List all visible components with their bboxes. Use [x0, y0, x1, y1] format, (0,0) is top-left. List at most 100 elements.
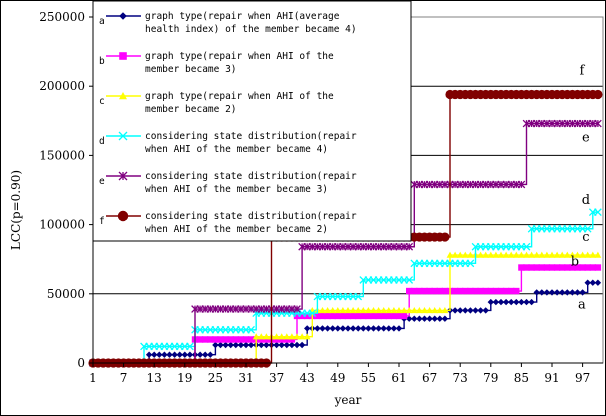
data-point-marker	[410, 307, 418, 314]
data-point-marker	[232, 341, 239, 349]
data-point-marker	[288, 336, 296, 343]
data-point-marker	[278, 336, 285, 343]
data-point-marker	[360, 312, 367, 320]
data-point-marker	[380, 325, 387, 332]
series-end-label: c	[582, 230, 589, 245]
data-point-marker	[477, 251, 484, 258]
x-tick-label: 97	[575, 371, 590, 385]
data-point-marker	[319, 325, 326, 332]
data-point-marker	[390, 325, 398, 332]
legend-item-b: b graph type(repair when AHI of the member…	[99, 51, 334, 75]
data-point-marker	[548, 264, 556, 271]
data-point-marker	[242, 341, 250, 349]
data-point-marker	[273, 336, 280, 343]
data-point-marker	[416, 315, 423, 322]
data-point-marker	[589, 279, 596, 286]
data-point-marker	[594, 119, 602, 128]
data-point-marker	[451, 287, 459, 295]
x-tick-label: 43	[300, 371, 315, 385]
data-point-marker	[119, 12, 127, 20]
data-point-marker	[329, 312, 336, 320]
legend-label: when AHI of the member became 3)	[145, 184, 328, 195]
data-point-marker	[502, 287, 510, 295]
data-point-marker	[523, 298, 530, 306]
data-point-marker	[247, 341, 255, 349]
data-point-marker	[569, 289, 576, 296]
data-point-marker	[564, 289, 571, 296]
data-point-marker	[528, 298, 535, 306]
data-point-marker	[411, 287, 418, 295]
data-point-marker	[339, 307, 347, 314]
legend-label: member became 3)	[145, 64, 237, 75]
data-point-marker	[298, 333, 306, 340]
data-point-marker	[431, 307, 439, 314]
data-point-marker	[462, 307, 469, 314]
data-point-marker	[440, 232, 450, 242]
y-tick-label: 250000	[39, 10, 85, 24]
data-point-marker	[395, 312, 403, 320]
data-point-marker	[375, 312, 382, 320]
data-point-marker	[497, 251, 505, 258]
data-point-marker	[482, 287, 489, 295]
data-point-marker	[416, 287, 423, 295]
data-point-marker	[365, 312, 372, 320]
x-tick-label: 19	[177, 371, 192, 385]
data-point-marker	[492, 287, 500, 295]
data-point-marker	[569, 264, 576, 271]
data-point-marker	[324, 325, 331, 332]
data-point-marker	[522, 242, 531, 251]
data-point-marker	[293, 305, 301, 313]
data-point-marker	[344, 312, 352, 320]
data-point-marker	[502, 251, 510, 258]
data-point-marker	[492, 251, 500, 258]
data-point-marker	[559, 289, 566, 296]
data-point-marker	[558, 251, 566, 258]
data-point-marker	[579, 264, 586, 271]
data-point-marker	[278, 333, 286, 340]
legend: a graph type(repair when AHI(average healt…	[92, 0, 412, 242]
data-point-marker	[533, 289, 540, 296]
data-point-marker	[202, 351, 209, 358]
data-point-marker	[518, 251, 525, 258]
data-point-marker	[118, 131, 128, 141]
data-point-marker	[161, 351, 168, 358]
data-point-marker	[594, 251, 602, 258]
data-point-marker	[451, 307, 459, 314]
legend-label: considering state distribution(repair	[145, 211, 357, 222]
data-point-marker	[523, 264, 530, 271]
x-tick-label: 79	[483, 371, 498, 385]
data-point-marker	[288, 341, 296, 349]
data-point-marker	[513, 287, 520, 295]
data-point-marker	[176, 351, 183, 358]
data-point-marker	[355, 325, 362, 332]
x-tick-label: 13	[147, 371, 162, 385]
data-point-marker	[436, 307, 444, 314]
data-point-marker	[339, 325, 347, 332]
series-end-label: e	[582, 131, 590, 146]
legend-item-e: e considering state distribution(repair wh…	[99, 171, 357, 195]
data-point-marker	[145, 351, 153, 358]
data-point-marker	[385, 325, 392, 332]
data-point-marker	[334, 325, 341, 332]
data-point-marker	[421, 315, 428, 322]
data-point-marker	[263, 341, 270, 349]
data-point-marker	[202, 336, 209, 343]
data-point-marker	[370, 325, 377, 332]
data-point-marker	[247, 336, 255, 343]
data-point-marker	[507, 251, 515, 258]
legend-item-d: d considering state distribution(repair wh…	[99, 131, 357, 155]
data-point-marker	[329, 325, 336, 332]
data-point-marker	[273, 341, 280, 349]
legend-box	[92, 0, 412, 242]
data-point-marker	[569, 251, 576, 258]
y-tick-label: 0	[77, 356, 85, 370]
data-point-marker	[512, 251, 520, 258]
data-point-marker	[564, 264, 571, 271]
x-tick-label: 25	[208, 371, 223, 385]
data-point-marker	[513, 298, 520, 306]
data-point-marker	[416, 307, 423, 314]
data-point-marker	[456, 251, 464, 258]
data-point-marker	[517, 180, 526, 189]
data-point-marker	[359, 307, 367, 314]
x-tick-label: 61	[391, 371, 406, 385]
